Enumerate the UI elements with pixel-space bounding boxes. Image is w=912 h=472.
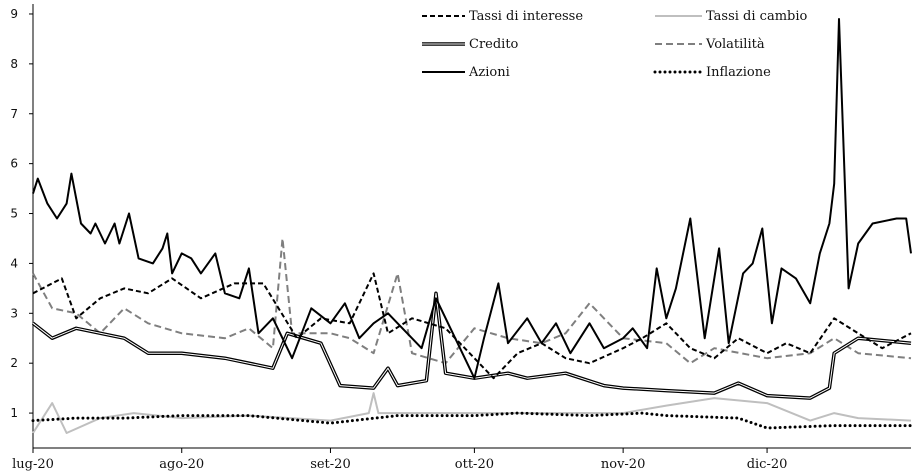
series-line-credito bbox=[31, 291, 912, 400]
legend-item-tassi-di-interesse: Tassi di interesse bbox=[422, 9, 583, 24]
series-line-volatilit bbox=[32, 237, 912, 365]
legend-label: Volatilità bbox=[705, 37, 765, 52]
legend-label: Tassi di cambio bbox=[706, 9, 807, 24]
y-tick-label: 1 bbox=[10, 406, 18, 420]
y-tick-label: 3 bbox=[10, 306, 18, 320]
y-tick-label: 5 bbox=[10, 207, 18, 221]
x-axis-ticks: lug-20 ago-20 set-20 ott-20 nov-20 dic-20 bbox=[12, 448, 787, 472]
x-tick-label: lug-20 bbox=[12, 457, 54, 472]
legend-label: Tassi di interesse bbox=[469, 9, 583, 24]
legend-item-credito: Credito bbox=[422, 37, 519, 52]
x-tick-label: dic-20 bbox=[747, 457, 788, 472]
y-axis-ticks: 1 2 3 4 5 6 7 8 9 bbox=[10, 7, 33, 420]
legend-label: Azioni bbox=[468, 65, 510, 80]
x-tick-label: set-20 bbox=[310, 457, 351, 472]
x-tick-label: nov-20 bbox=[601, 457, 645, 472]
series-line-azioni bbox=[32, 18, 912, 380]
y-tick-label: 6 bbox=[10, 157, 18, 171]
legend-label: Credito bbox=[469, 37, 519, 52]
legend: Tassi di interesse Tassi di cambio Credito… bbox=[422, 9, 807, 80]
legend-label: Inflazione bbox=[706, 65, 771, 80]
chart-axes bbox=[32, 4, 911, 449]
y-tick-label: 7 bbox=[10, 107, 18, 121]
series-line-credito-inner bbox=[32, 292, 912, 399]
series-line-tassi-di-interesse bbox=[32, 272, 912, 380]
x-tick-label: ott-20 bbox=[455, 457, 494, 472]
legend-item-inflazione: Inflazione bbox=[653, 65, 771, 80]
series-layer bbox=[31, 18, 912, 434]
y-tick-label: 8 bbox=[10, 57, 18, 71]
series-line-inflazione bbox=[31, 411, 912, 430]
y-tick-label: 4 bbox=[10, 256, 18, 270]
x-tick-label: ago-20 bbox=[159, 457, 204, 472]
legend-item-tassi-di-cambio: Tassi di cambio bbox=[655, 9, 807, 24]
series-line-tassi-di-cambio bbox=[32, 392, 912, 434]
y-tick-label: 2 bbox=[10, 356, 18, 370]
y-tick-label: 9 bbox=[10, 7, 18, 21]
legend-item-azioni: Azioni bbox=[422, 65, 510, 80]
legend-item-volatilit: Volatilità bbox=[655, 37, 765, 52]
